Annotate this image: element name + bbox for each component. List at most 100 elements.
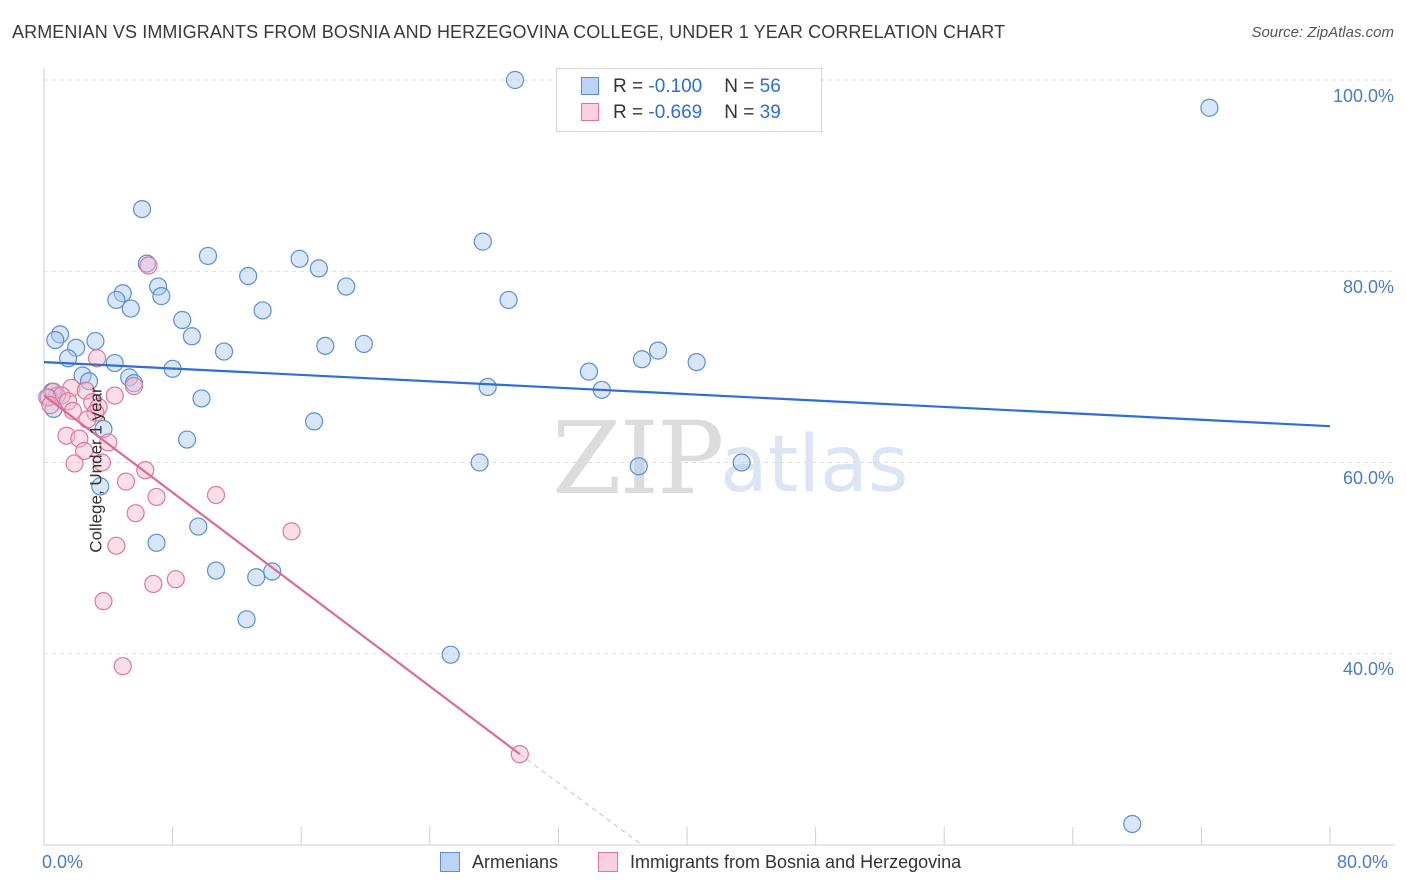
- legend-label-bosnia: Immigrants from Bosnia and Herzegovina: [630, 852, 962, 872]
- bosnia-point: [62, 378, 81, 398]
- bosnia-point: [147, 487, 166, 507]
- bosnia-trend-extension: [519, 753, 643, 846]
- armenians-point: [132, 199, 152, 219]
- armenians-point: [579, 362, 599, 381]
- armenians-point: [1123, 814, 1142, 834]
- armenians-point: [91, 477, 110, 496]
- armenians-point: [354, 334, 373, 354]
- r-value: -0.100: [648, 76, 703, 97]
- armenians-point: [629, 457, 648, 476]
- armenians-point: [147, 533, 166, 552]
- bosnia-point: [139, 256, 158, 275]
- armenians-point: [86, 331, 105, 351]
- armenians-point: [182, 327, 201, 346]
- legend-label-armenians: Armenians: [472, 852, 559, 872]
- r-label: R =: [613, 102, 649, 123]
- legend-swatch-armenians: [440, 852, 460, 872]
- watermark-atlas: atlas: [720, 420, 909, 510]
- n-value: 39: [759, 102, 781, 123]
- armenians-point: [648, 341, 668, 360]
- armenians-point: [263, 562, 282, 581]
- bosnia-point: [116, 472, 136, 491]
- legend-item-armenians: Armenians: [440, 852, 558, 873]
- bosnia-point: [94, 592, 113, 611]
- bosnia-swatch: [581, 103, 599, 121]
- armenians-point: [107, 290, 126, 310]
- armenians-point: [290, 249, 309, 268]
- bosnia-point: [206, 485, 226, 505]
- armenians-point: [441, 645, 460, 664]
- armenians-point: [113, 284, 132, 303]
- y-tick-label-40: 40.0%: [1342, 659, 1394, 679]
- armenians-point: [192, 389, 211, 408]
- bosnia-point: [75, 441, 94, 461]
- r-value: -0.669: [648, 102, 703, 123]
- armenians-point: [206, 561, 226, 580]
- armenians-swatch: [581, 77, 599, 95]
- armenians-point: [304, 412, 324, 431]
- armenians-point: [94, 419, 113, 439]
- armenians-point: [120, 368, 139, 387]
- y-tick-label-60: 60.0%: [1342, 468, 1394, 488]
- bosnia-point: [124, 376, 144, 396]
- n-label: N =: [724, 102, 760, 123]
- bosnia-point: [282, 522, 301, 541]
- armenians-point: [121, 299, 140, 318]
- bosnia-point: [41, 396, 60, 415]
- armenians-point: [499, 290, 518, 310]
- bosnia-point: [59, 392, 78, 411]
- chart-source: Source: ZipAtlas.com: [1251, 24, 1394, 41]
- bosnia-point: [92, 453, 111, 472]
- armenians-trend-line: [43, 360, 1331, 428]
- armenians-point: [632, 350, 652, 369]
- y-tick-label-100: 100.0%: [1332, 86, 1394, 106]
- bosnia-point: [113, 657, 132, 676]
- x-tick-label-max: 80.0%: [1337, 852, 1389, 872]
- armenians-point: [173, 310, 192, 330]
- armenians-point: [50, 325, 70, 344]
- armenians-point: [473, 232, 492, 251]
- armenians-point: [309, 259, 328, 278]
- bosnia-point: [76, 381, 95, 400]
- correlation-stats-box: R = -0.100 N = 56 R = -0.669 N = 39: [556, 68, 822, 132]
- bosnia-point: [105, 386, 124, 405]
- armenians-point: [732, 453, 751, 472]
- r-label: R =: [613, 76, 649, 97]
- y-tick-label-80: 80.0%: [1342, 277, 1394, 297]
- legend-item-bosnia: Immigrants from Bosnia and Herzegovina: [598, 852, 961, 873]
- armenians-point: [239, 266, 258, 286]
- bosnia-point: [87, 349, 107, 368]
- armenians-point: [46, 331, 65, 350]
- bosnia-point: [65, 454, 84, 473]
- stats-row-bosnia: R = -0.669 N = 39: [581, 102, 781, 124]
- legend-swatch-bosnia: [598, 852, 618, 872]
- stats-row-armenians: R = -0.100 N = 56: [581, 76, 781, 98]
- bosnia-point: [107, 536, 126, 555]
- armenians-point: [79, 372, 99, 391]
- armenians-point: [237, 610, 256, 629]
- bosnia-trend-line: [43, 394, 521, 756]
- bosnia-point: [144, 574, 163, 594]
- armenians-point: [198, 246, 218, 266]
- armenians-point: [337, 277, 356, 296]
- armenians-point: [214, 342, 234, 361]
- armenians-point: [316, 336, 335, 355]
- y-axis-label: College, Under 1 year: [86, 387, 106, 553]
- n-value: 56: [759, 76, 781, 97]
- watermark-zip: ZIP: [552, 400, 724, 517]
- x-tick-label-min: 0.0%: [42, 852, 84, 872]
- armenians-point: [253, 301, 272, 320]
- bosnia-point: [89, 397, 108, 417]
- armenians-point: [478, 377, 497, 397]
- armenians-point: [247, 568, 266, 587]
- bosnia-point: [166, 570, 185, 589]
- armenians-point: [505, 70, 525, 90]
- armenians-point: [149, 277, 168, 296]
- bosnia-point: [126, 504, 145, 523]
- armenians-point: [152, 287, 171, 306]
- armenians-point: [177, 430, 197, 449]
- armenians-point: [1200, 98, 1219, 117]
- armenians-point: [105, 353, 124, 373]
- armenians-point: [189, 517, 208, 536]
